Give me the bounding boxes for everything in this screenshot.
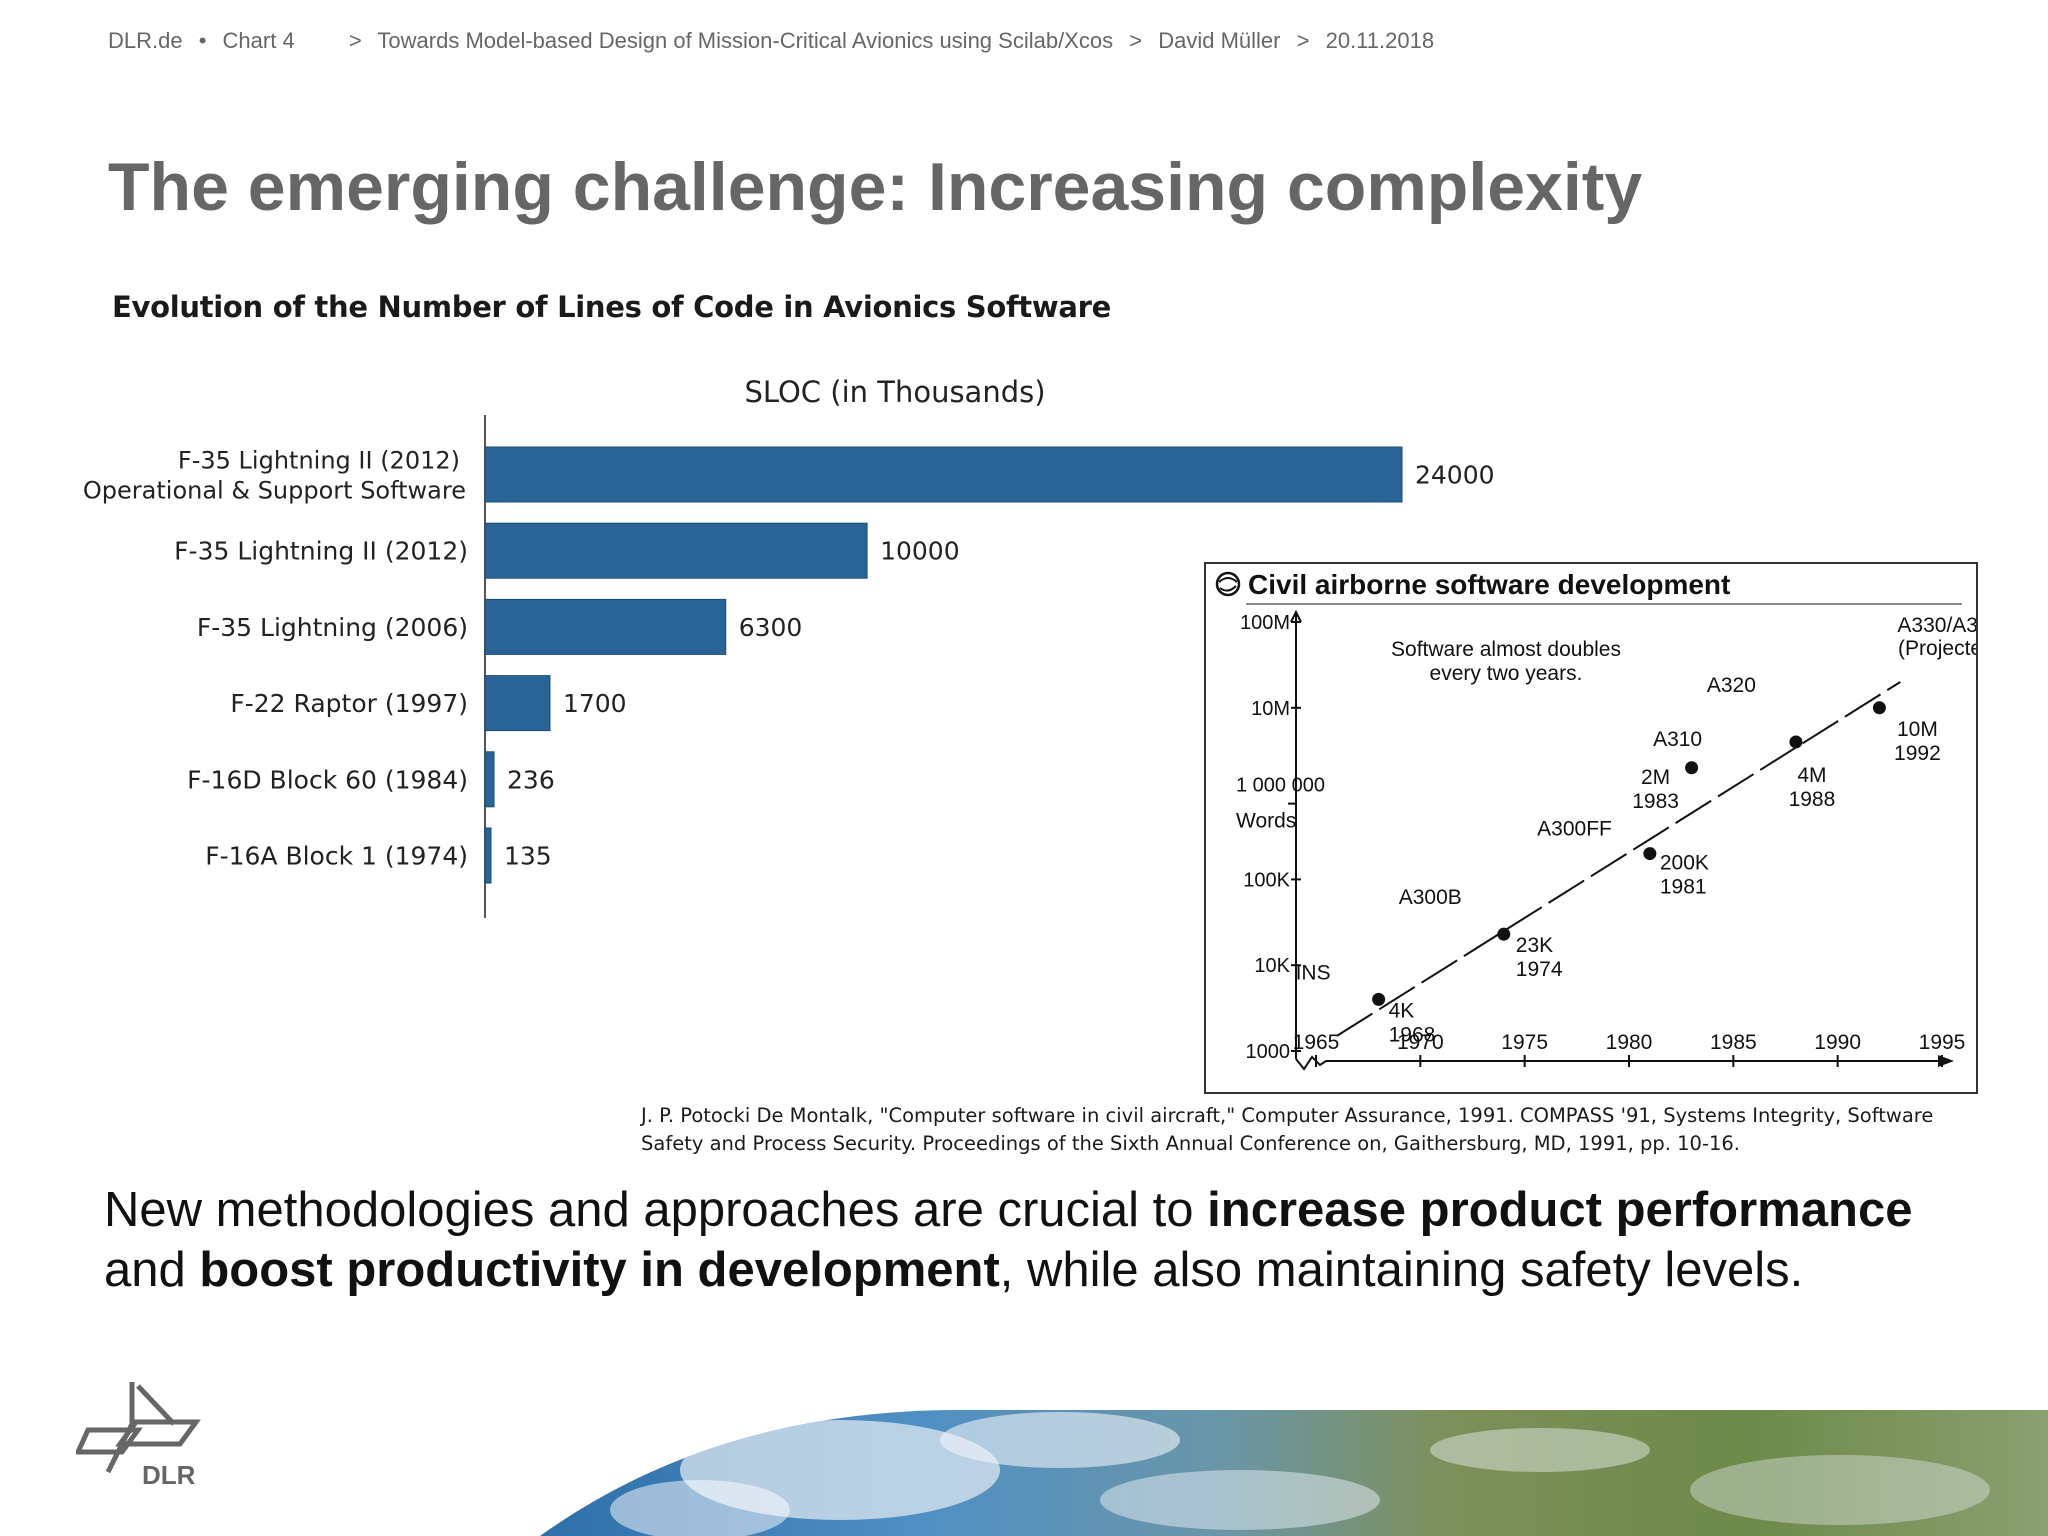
bar	[484, 827, 492, 884]
inset-point-year: 1968	[1389, 1023, 1436, 1046]
bar-chart: SLOC (in Thousands) 24000 F-35 Lightning I…	[83, 375, 1495, 918]
inset-point-name: A320	[1707, 674, 1756, 697]
header-separator: >	[1296, 28, 1310, 53]
bar-data-label: 236	[507, 765, 555, 794]
breadcrumb: DLR.de • Chart 4 > Towards Model-based D…	[108, 28, 1434, 54]
bar-data-label: 24000	[1415, 461, 1495, 490]
inset-data-point	[1872, 701, 1886, 715]
inset-point-name: A310	[1653, 728, 1702, 751]
inset-x-arrow	[1938, 1055, 1954, 1067]
bar-category-label: F-35 Lightning (2006)	[197, 613, 468, 642]
page-title: The emerging challenge: Increasing compl…	[108, 149, 1643, 225]
bar-category-label: F-22 Raptor (1997)	[230, 689, 468, 718]
header-bullet: •	[198, 28, 207, 53]
inset-data-point	[1497, 927, 1511, 941]
header-separator: >	[1129, 28, 1143, 53]
inset-point-value: 4K	[1389, 999, 1415, 1022]
bar-data-label: 10000	[880, 537, 960, 566]
inset-point-year: 1988	[1789, 788, 1836, 811]
earth-image	[540, 1410, 2048, 1536]
inset-point-year: 1974	[1516, 958, 1563, 981]
inset-point-name: A330/A340	[1897, 614, 1976, 637]
bar	[484, 598, 727, 655]
inset-data-point	[1643, 847, 1657, 861]
bar-data-label: 1700	[563, 689, 627, 718]
header-separator: >	[348, 28, 362, 53]
inset-logo-icon	[1215, 571, 1241, 597]
bar-category-label: F-16D Block 60 (1984)	[187, 765, 468, 794]
body-part1: New methodologies and approaches are cru…	[104, 1183, 1208, 1237]
bar-chart-subtitle: SLOC (in Thousands)	[744, 375, 1045, 409]
inset-annotation: every two years.	[1430, 662, 1583, 685]
bar	[484, 522, 868, 579]
inset-point-note: (Projected)	[1898, 637, 1976, 660]
bar	[484, 675, 551, 732]
inset-x-axis	[1295, 1055, 1950, 1071]
dlr-logo-icon: DLR	[76, 1382, 201, 1490]
citation: J. P. Potocki De Montalk, "Computer soft…	[641, 1104, 1934, 1155]
inset-chart: Civil airborne software development 100M 1…	[1215, 569, 1976, 1071]
inset-chart-frame: Civil airborne software development 100M 1…	[1204, 562, 1978, 1094]
inset-point-value: 4M	[1797, 764, 1826, 787]
body-part2: and	[104, 1243, 200, 1297]
bar-category-label: F-16A Block 1 (1974)	[205, 842, 468, 871]
bar-category-label: F-35 Lightning II (2012)	[174, 537, 468, 566]
inset-y-unit-label: Words	[1236, 810, 1296, 833]
inset-y-unit-label: 1 000 000	[1236, 775, 1325, 797]
inset-point-value: 200K	[1660, 852, 1709, 875]
inset-data-point	[1789, 735, 1803, 749]
bar-category-label: Operational & Support Software	[83, 477, 466, 505]
inset-point-name: INS	[1296, 961, 1331, 984]
logo-text: DLR	[142, 1460, 196, 1490]
bar-data-label: 6300	[739, 613, 803, 642]
inset-y-tick-label: 10M	[1251, 698, 1290, 720]
body-part3: , while also maintaining safety levels.	[999, 1243, 1804, 1297]
inset-y-tick-label: 100K	[1243, 869, 1290, 891]
inset-x-tick-label: 1990	[1814, 1031, 1861, 1054]
inset-y-tick-label: 10K	[1254, 955, 1290, 977]
inset-point-name: A300FF	[1537, 818, 1612, 841]
inset-chart-title: Civil airborne software development	[1248, 569, 1730, 600]
inset-y-tick-label: 100M	[1240, 612, 1290, 634]
header-chart-number: Chart 4	[222, 28, 295, 53]
header-site: DLR.de	[108, 28, 183, 53]
inset-point-value: 23K	[1516, 934, 1553, 957]
inset-x-tick-label: 1975	[1501, 1031, 1548, 1054]
inset-x-tick-label: 1970	[1397, 1031, 1444, 1054]
inset-point-year: 1981	[1660, 876, 1707, 899]
header-talk-title: Towards Model-based Design of Mission-Cr…	[377, 28, 1114, 53]
inset-point-year: 1983	[1632, 790, 1679, 813]
inset-y-tick-label: 1000	[1246, 1041, 1291, 1063]
header-author: David Müller	[1158, 28, 1281, 53]
body-bold1: increase product performance	[1207, 1183, 1913, 1237]
bar-chart-title: Evolution of the Number of Lines of Code…	[112, 290, 1111, 324]
inset-point-value: 10M	[1897, 718, 1938, 741]
inset-x-tick-label: 1985	[1710, 1031, 1757, 1054]
inset-x-tick-label: 1995	[1919, 1031, 1966, 1054]
inset-point-name: A300B	[1399, 886, 1462, 909]
inset-x-tick-label: 1980	[1606, 1031, 1653, 1054]
bar-data-label: 135	[504, 842, 552, 871]
inset-data-point	[1685, 761, 1699, 775]
inset-logo-icon	[1218, 577, 1238, 592]
inset-y-arrow	[1290, 609, 1302, 623]
inset-annotation: Software almost doubles	[1391, 638, 1621, 661]
bar	[484, 446, 1403, 503]
header-date: 20.11.2018	[1325, 28, 1435, 53]
inset-point-value: 2M	[1641, 766, 1670, 789]
inset-x-tick-label: 1965	[1293, 1031, 1340, 1054]
bar	[484, 751, 495, 808]
body-statement: New methodologies and approaches are cru…	[104, 1180, 2004, 1300]
inset-data-point	[1372, 992, 1386, 1006]
body-bold2: boost productivity in development	[199, 1243, 1000, 1297]
bar-category-label: F-35 Lightning II (2012)	[178, 447, 460, 475]
inset-point-year: 1992	[1894, 742, 1941, 765]
inset-trend-line	[1336, 681, 1901, 1037]
